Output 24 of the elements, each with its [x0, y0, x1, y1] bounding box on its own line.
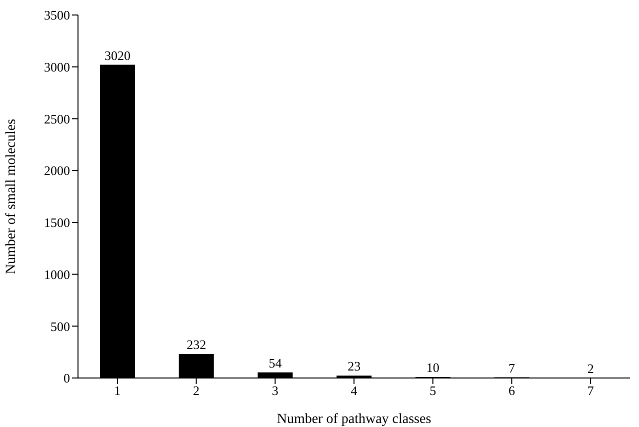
x-tick-label: 4 [350, 383, 358, 398]
data-label: 2 [587, 360, 594, 376]
x-tick-label: 7 [587, 383, 594, 398]
x-tick-label: 2 [193, 383, 200, 398]
y-axis-title: Number of small molecules [4, 118, 19, 274]
y-tick-label: 500 [50, 318, 70, 334]
data-label: 7 [508, 360, 516, 376]
data-label: 54 [268, 355, 282, 370]
x-tick-label: 3 [272, 383, 278, 398]
data-label: 232 [186, 336, 206, 352]
y-tick-label: 1000 [44, 266, 70, 282]
data-label: 3020 [104, 48, 130, 63]
x-axis-title: Number of pathway classes [276, 412, 432, 427]
y-tick-label: 2500 [44, 111, 70, 126]
y-tick-label: 3000 [44, 59, 70, 74]
x-tick-label: 1 [114, 383, 121, 398]
data-label: 23 [348, 358, 361, 374]
y-tick-label: 0 [64, 370, 70, 386]
y-tick-label: 2000 [44, 163, 70, 178]
x-tick-label: 6 [508, 383, 516, 398]
data-label: 10 [426, 360, 440, 375]
y-tick-label: 1500 [44, 215, 70, 230]
y-tick-label: 3500 [44, 8, 70, 23]
x-tick-label: 5 [430, 383, 436, 398]
